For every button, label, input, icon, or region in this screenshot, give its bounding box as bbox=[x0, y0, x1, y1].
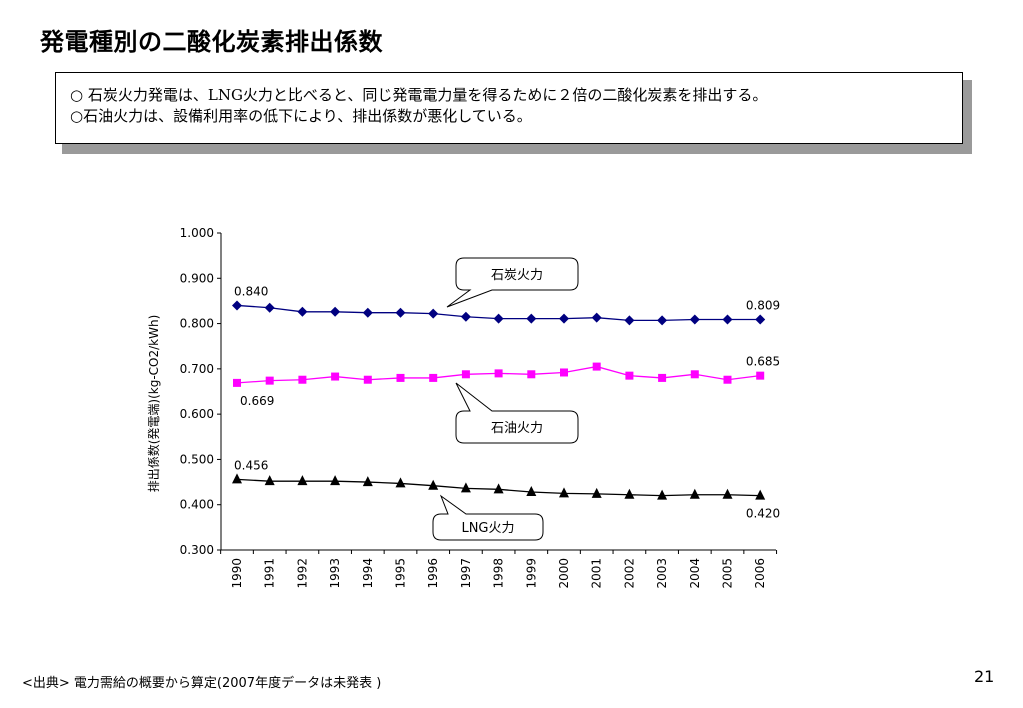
data-label-first: 0.669 bbox=[240, 394, 274, 408]
data-label-last: 0.420 bbox=[746, 507, 780, 521]
data-point bbox=[689, 488, 700, 499]
data-point bbox=[298, 375, 307, 384]
y-tick-label: 0.600 bbox=[180, 407, 214, 421]
data-point bbox=[755, 314, 766, 325]
x-tick-label: 2003 bbox=[655, 558, 669, 589]
note-line-2: ○石油火力は、設備利用率の低下により、排出係数が悪化している。 bbox=[70, 107, 532, 125]
x-tick-label: 1999 bbox=[524, 558, 538, 589]
data-label-first: 0.840 bbox=[234, 284, 268, 298]
x-tick-label: 1994 bbox=[361, 558, 375, 589]
data-point bbox=[592, 362, 601, 371]
data-point bbox=[232, 300, 242, 311]
data-point bbox=[493, 313, 504, 324]
data-point bbox=[689, 314, 700, 325]
data-point bbox=[429, 373, 438, 382]
data-point bbox=[331, 372, 340, 381]
x-tick-label: 1997 bbox=[459, 558, 473, 589]
data-point bbox=[657, 489, 668, 500]
data-point bbox=[493, 483, 504, 494]
data-point bbox=[461, 370, 470, 379]
callout-box-2 bbox=[432, 494, 544, 541]
data-point bbox=[362, 307, 373, 318]
data-point bbox=[363, 375, 372, 384]
data-point bbox=[330, 306, 341, 317]
data-point bbox=[625, 371, 634, 380]
data-label-last: 0.809 bbox=[746, 298, 780, 312]
note-line-1: ○ 石炭火力発電は、LNG火力と比べると、同じ発電電力量を得るために２倍の二酸化… bbox=[70, 86, 768, 104]
source-note: <出典> 電力需給の概要から算定(2007年度データは未発表 ) bbox=[22, 676, 382, 691]
y-tick-label: 1.000 bbox=[180, 226, 214, 240]
data-point bbox=[756, 371, 765, 380]
data-point bbox=[657, 315, 668, 326]
y-tick-label: 0.800 bbox=[180, 317, 214, 331]
data-point bbox=[395, 307, 406, 318]
y-tick-label: 0.400 bbox=[180, 498, 214, 512]
y-axis-label: 排出係数(発電端)(kg-CO2/kWh) bbox=[146, 315, 161, 493]
data-point bbox=[559, 487, 569, 498]
data-point bbox=[460, 311, 471, 322]
page-number: 21 bbox=[974, 667, 995, 686]
data-label-first: 0.456 bbox=[234, 458, 268, 472]
data-point bbox=[591, 487, 602, 498]
data-point bbox=[559, 313, 569, 324]
data-point bbox=[494, 369, 503, 378]
y-tick-label: 0.700 bbox=[180, 362, 214, 376]
x-tick-label: 1993 bbox=[328, 558, 342, 589]
callout-label-0: 石炭火力 bbox=[491, 268, 543, 283]
data-point bbox=[428, 308, 439, 319]
data-point bbox=[527, 370, 536, 379]
y-tick-label: 0.900 bbox=[180, 271, 214, 285]
callout-box-0 bbox=[446, 257, 579, 308]
x-tick-label: 1998 bbox=[492, 558, 506, 589]
data-point bbox=[428, 479, 439, 490]
data-point bbox=[526, 313, 537, 324]
data-point bbox=[264, 302, 275, 313]
x-tick-label: 2001 bbox=[590, 558, 604, 589]
callout-box-1 bbox=[455, 382, 579, 444]
data-point bbox=[526, 486, 537, 497]
x-tick-label: 2006 bbox=[753, 558, 767, 589]
data-point bbox=[723, 375, 732, 384]
data-point bbox=[624, 315, 635, 326]
data-point bbox=[297, 306, 308, 317]
x-tick-label: 1991 bbox=[263, 558, 277, 589]
data-point bbox=[722, 314, 733, 325]
x-tick-label: 1995 bbox=[394, 558, 408, 589]
y-tick-label: 0.500 bbox=[180, 452, 214, 466]
data-point bbox=[297, 475, 308, 486]
slide-title: 発電種別の二酸化炭素排出係数 bbox=[40, 28, 383, 56]
data-point bbox=[362, 476, 373, 487]
callout-label-1: 石油火力 bbox=[491, 421, 543, 436]
data-point bbox=[330, 475, 341, 486]
data-point bbox=[265, 376, 274, 385]
x-tick-label: 1992 bbox=[295, 558, 309, 589]
x-tick-label: 2002 bbox=[622, 558, 636, 589]
x-tick-label: 1996 bbox=[426, 558, 440, 589]
data-point bbox=[396, 373, 405, 382]
data-point bbox=[591, 312, 602, 323]
x-tick-label: 1990 bbox=[230, 558, 244, 589]
y-tick-label: 0.300 bbox=[180, 543, 214, 557]
data-point bbox=[722, 488, 733, 499]
data-point bbox=[395, 477, 406, 488]
data-point bbox=[232, 473, 242, 484]
note-box: ○ 石炭火力発電は、LNG火力と比べると、同じ発電電力量を得るために２倍の二酸化… bbox=[55, 72, 963, 144]
x-tick-label: 2005 bbox=[721, 558, 735, 589]
callout-label-2: LNG火力 bbox=[461, 521, 514, 536]
data-point bbox=[264, 475, 275, 486]
data-point bbox=[624, 488, 635, 499]
x-tick-label: 2000 bbox=[557, 558, 571, 589]
data-point bbox=[233, 378, 241, 387]
data-point bbox=[560, 368, 568, 377]
data-point bbox=[658, 373, 667, 382]
data-point bbox=[460, 482, 471, 493]
data-point bbox=[755, 489, 766, 500]
data-label-last: 0.685 bbox=[746, 355, 780, 369]
x-tick-label: 2004 bbox=[688, 558, 702, 589]
data-point bbox=[690, 370, 699, 379]
